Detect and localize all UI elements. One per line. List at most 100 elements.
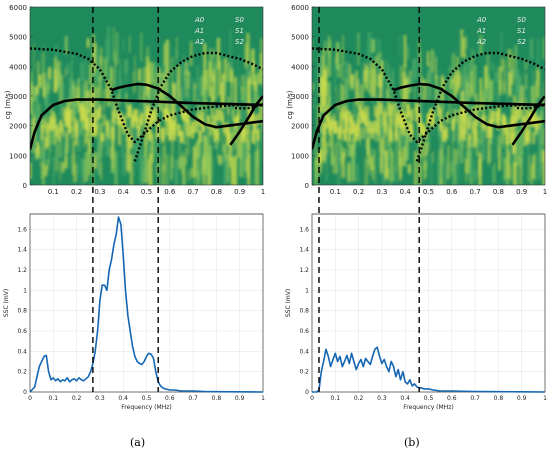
heatmap-cell bbox=[222, 80, 227, 96]
heatmap-cell bbox=[375, 54, 379, 66]
heatmap-cell bbox=[134, 153, 136, 177]
heatmap-cell bbox=[415, 102, 419, 114]
heatmap-cell bbox=[530, 164, 533, 185]
heatmap-ytick-label: 0 bbox=[23, 182, 27, 190]
heatmap-band-cell bbox=[408, 122, 412, 135]
heatmap-cell bbox=[479, 126, 483, 145]
heatmap-ytick-label: 4000 bbox=[291, 63, 309, 71]
heatmap-cell bbox=[390, 152, 394, 182]
heatmap-band-cell bbox=[421, 123, 425, 136]
heatmap-band-cell bbox=[398, 116, 402, 129]
heatmap-cell bbox=[515, 69, 520, 94]
heatmap-cell bbox=[151, 135, 155, 163]
legend-label-s1: S1 bbox=[517, 27, 526, 35]
heatmap-cell bbox=[496, 66, 500, 103]
heatmap-band-cell bbox=[406, 105, 410, 118]
heatmap-cell bbox=[91, 85, 95, 109]
heatmap-cell bbox=[467, 62, 471, 93]
heatmap-cell bbox=[507, 48, 512, 70]
heatmap-band-cell bbox=[426, 113, 430, 126]
heatmap-cell bbox=[162, 145, 166, 173]
heatmap-band-cell bbox=[97, 108, 101, 121]
heatmap-cell bbox=[45, 91, 49, 117]
heatmap-cell bbox=[391, 67, 394, 92]
heatmap-cell bbox=[332, 155, 336, 174]
heatmap-band-cell bbox=[444, 129, 448, 142]
heatmap-cell bbox=[459, 147, 461, 165]
heatmap-cell bbox=[505, 70, 510, 108]
ssc-xtick-label: 0.2 bbox=[72, 395, 82, 402]
heatmap-cell bbox=[503, 158, 508, 181]
heatmap-cell bbox=[454, 71, 457, 105]
curve-s0 bbox=[30, 47, 263, 144]
heatmap-cell bbox=[166, 62, 169, 92]
heatmap-cell bbox=[140, 32, 143, 62]
heatmap-cell bbox=[512, 95, 517, 128]
heatmap-cell bbox=[240, 98, 243, 120]
heatmap-cell bbox=[413, 58, 417, 80]
curve-s2 bbox=[234, 103, 263, 110]
heatmap-band-cell bbox=[162, 108, 166, 121]
ssc-xtick-label: 1 bbox=[543, 395, 547, 402]
heatmap-cell bbox=[42, 150, 46, 185]
heatmap-cell bbox=[142, 155, 146, 181]
heatmap-cell bbox=[538, 141, 542, 180]
heatmap-cell bbox=[370, 61, 374, 97]
heatmap-cell bbox=[85, 119, 88, 144]
heatmap-xtick-label: 0.1 bbox=[330, 188, 341, 196]
heatmap-band-cell bbox=[111, 126, 115, 139]
heatmap-legend: A0 A1 A2 S0 S1 S2 bbox=[476, 16, 526, 46]
heatmap-cell bbox=[99, 56, 103, 65]
heatmap-band-cell bbox=[451, 118, 455, 131]
heatmap-cell bbox=[247, 49, 250, 60]
heatmap-band-cell bbox=[522, 116, 526, 129]
curve-s0 bbox=[312, 47, 545, 144]
heatmap-cell bbox=[129, 154, 133, 185]
curve-a2 bbox=[511, 95, 545, 146]
heatmap-cell bbox=[109, 84, 112, 109]
heatmap-cell bbox=[59, 101, 62, 122]
heatmap-band-cell bbox=[186, 112, 190, 125]
heatmap-band-cell bbox=[66, 105, 70, 118]
heatmap-band-cell bbox=[394, 128, 398, 141]
heatmap-cell bbox=[211, 94, 214, 130]
heatmap-band-cell bbox=[328, 121, 332, 134]
heatmap-cell bbox=[181, 155, 183, 175]
heatmap-band-cell bbox=[510, 107, 514, 120]
heatmap-band-cell bbox=[44, 137, 48, 150]
heatmap-cell bbox=[404, 79, 407, 114]
heatmap-band-cell bbox=[525, 129, 529, 142]
heatmap-cell bbox=[470, 139, 473, 178]
heatmap-cell bbox=[418, 136, 421, 172]
ssc-ytick-label: 0.8 bbox=[17, 308, 27, 315]
heatmap-cell bbox=[500, 57, 504, 72]
heatmap-band-cell bbox=[446, 111, 450, 124]
ssc-ytick-label: 0.4 bbox=[17, 348, 27, 355]
heatmap-cell bbox=[80, 158, 83, 176]
heatmap-cell bbox=[64, 36, 68, 54]
heatmap-cell bbox=[466, 81, 470, 105]
heatmap-band-cell bbox=[244, 130, 248, 143]
heatmap-band-cell bbox=[123, 115, 127, 128]
heatmap-band-cell bbox=[116, 112, 120, 125]
heatmap-cell bbox=[149, 91, 151, 106]
ssc-ytick-label: 1.2 bbox=[17, 267, 27, 274]
heatmap-band-cell bbox=[102, 113, 106, 126]
heatmap-cell bbox=[527, 86, 529, 102]
heatmap-band-cell bbox=[236, 107, 240, 120]
heatmap-xtick-label: 0.4 bbox=[400, 188, 412, 196]
heatmap-cell bbox=[485, 87, 488, 102]
heatmap-cell bbox=[185, 147, 188, 166]
heatmap-cell bbox=[542, 150, 545, 185]
ssc-xtick-label: 0.9 bbox=[517, 395, 527, 402]
heatmap-cell bbox=[465, 136, 468, 169]
heatmap-cell bbox=[100, 133, 105, 142]
heatmap-cell bbox=[183, 117, 187, 131]
heatmap-cell bbox=[261, 126, 263, 160]
heatmap-cell bbox=[456, 149, 458, 164]
heatmap-band-cell bbox=[152, 109, 156, 122]
heatmap-band-cell bbox=[525, 109, 529, 122]
heatmap-band-cell bbox=[251, 130, 255, 143]
heatmap-cell bbox=[377, 38, 381, 61]
heatmap-xtick-label: 0.7 bbox=[188, 188, 199, 196]
